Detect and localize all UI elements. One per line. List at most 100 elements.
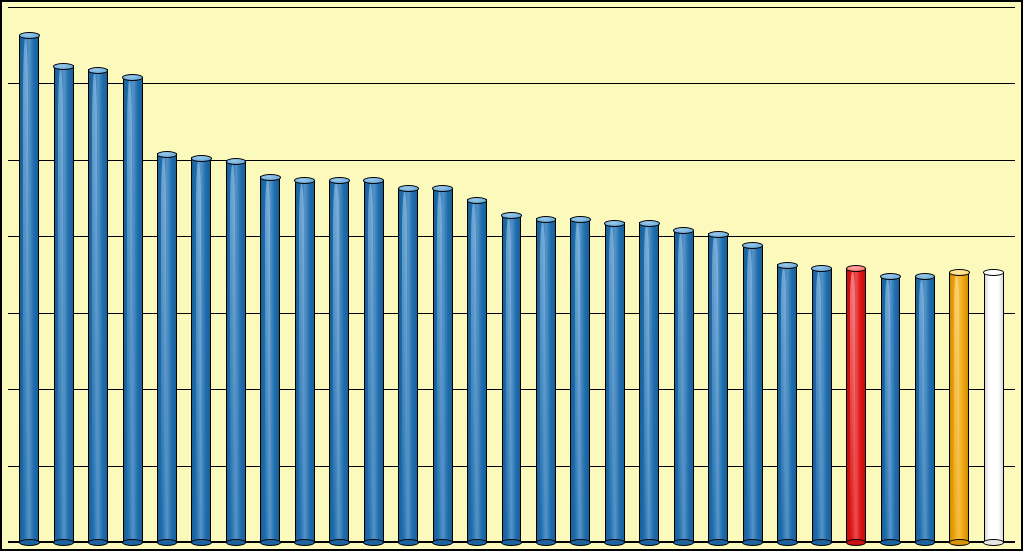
bar-bottom-cap: [432, 539, 453, 546]
bar-bottom-cap: [329, 539, 350, 546]
bar-top-cap: [570, 216, 591, 223]
bar: [260, 176, 280, 543]
bars-container: [8, 8, 1015, 543]
bar-slot: [563, 8, 597, 543]
bar-bottom-cap: [157, 539, 178, 546]
bar-sheen: [954, 275, 959, 540]
bar-sheen: [781, 267, 786, 540]
bar: [605, 222, 625, 543]
bar-sheen: [678, 233, 683, 540]
bar-top-cap: [673, 227, 694, 234]
bar: [639, 222, 659, 543]
bar-bottom-cap: [363, 539, 384, 546]
bar-bottom-cap: [191, 539, 212, 546]
bar: [743, 245, 763, 543]
bar-sheen: [368, 183, 373, 540]
bar-top-cap: [536, 216, 557, 223]
bar-sheen: [265, 179, 270, 540]
bar-bottom-cap: [880, 539, 901, 546]
bar-slot: [81, 8, 115, 543]
bar-sheen: [644, 225, 649, 540]
bar-sheen: [161, 156, 166, 540]
bar-sheen: [23, 38, 28, 540]
bar: [570, 218, 590, 543]
bar: [674, 230, 694, 543]
bar-slot: [150, 8, 184, 543]
bar-top-cap: [949, 269, 970, 276]
bar-top-cap: [329, 177, 350, 184]
bar-slot: [494, 8, 528, 543]
bar: [502, 214, 522, 543]
bar: [19, 35, 39, 543]
bar-slot: [667, 8, 701, 543]
bar-top-cap: [639, 220, 660, 227]
bar: [812, 268, 832, 543]
bar-top-cap: [742, 242, 763, 249]
bar: [846, 268, 866, 543]
bar-bottom-cap: [53, 539, 74, 546]
bar-bottom-cap: [811, 539, 832, 546]
bar-top-cap: [467, 197, 488, 204]
bar-slot: [873, 8, 907, 543]
bar-slot: [839, 8, 873, 543]
bar-sheen: [402, 191, 407, 540]
bar-bottom-cap: [777, 539, 798, 546]
bar-top-cap: [777, 262, 798, 269]
bar-bottom-cap: [19, 539, 40, 546]
bar-slot: [322, 8, 356, 543]
bar-bottom-cap: [398, 539, 419, 546]
bar-sheen: [437, 191, 442, 540]
bar-sheen: [58, 68, 63, 540]
bar-top-cap: [398, 185, 419, 192]
bar-top-cap: [260, 174, 281, 181]
bar: [398, 188, 418, 543]
bar-sheen: [816, 271, 821, 540]
bar-slot: [391, 8, 425, 543]
bar: [88, 69, 108, 543]
bar-top-cap: [19, 32, 40, 39]
plot-area: [8, 8, 1015, 543]
bar-slot: [356, 8, 390, 543]
bar-bottom-cap: [915, 539, 936, 546]
bar: [295, 180, 315, 543]
bar-slot: [701, 8, 735, 543]
bar-sheen: [885, 279, 890, 541]
bar-slot: [288, 8, 322, 543]
bar-slot: [219, 8, 253, 543]
bar-slot: [184, 8, 218, 543]
bar-top-cap: [191, 155, 212, 162]
bar-top-cap: [915, 273, 936, 280]
bar-slot: [598, 8, 632, 543]
bar-bottom-cap: [294, 539, 315, 546]
bar-bottom-cap: [639, 539, 660, 546]
bar-slot: [529, 8, 563, 543]
bar-slot: [770, 8, 804, 543]
bar-slot: [908, 8, 942, 543]
bar: [467, 199, 487, 543]
bar-top-cap: [604, 220, 625, 227]
bar-top-cap: [53, 63, 74, 70]
bar-bottom-cap: [88, 539, 109, 546]
bar-sheen: [333, 183, 338, 540]
bar-slot: [253, 8, 287, 543]
bar: [329, 180, 349, 543]
bar-bottom-cap: [949, 539, 970, 546]
bar-top-cap: [880, 273, 901, 280]
bar-bottom-cap: [226, 539, 247, 546]
bar: [536, 218, 556, 543]
chart-frame: [0, 0, 1023, 551]
bar: [881, 276, 901, 544]
bar: [226, 161, 246, 543]
bar: [708, 233, 728, 543]
bar: [777, 264, 797, 543]
bar-slot: [460, 8, 494, 543]
bar-sheen: [196, 160, 201, 540]
bar-top-cap: [294, 177, 315, 184]
bar-top-cap: [501, 212, 522, 219]
bar-sheen: [609, 225, 614, 540]
bar-slot: [977, 8, 1011, 543]
bar-top-cap: [983, 269, 1004, 276]
bar: [54, 65, 74, 543]
bar-sheen: [506, 217, 511, 540]
bar-slot: [46, 8, 80, 543]
